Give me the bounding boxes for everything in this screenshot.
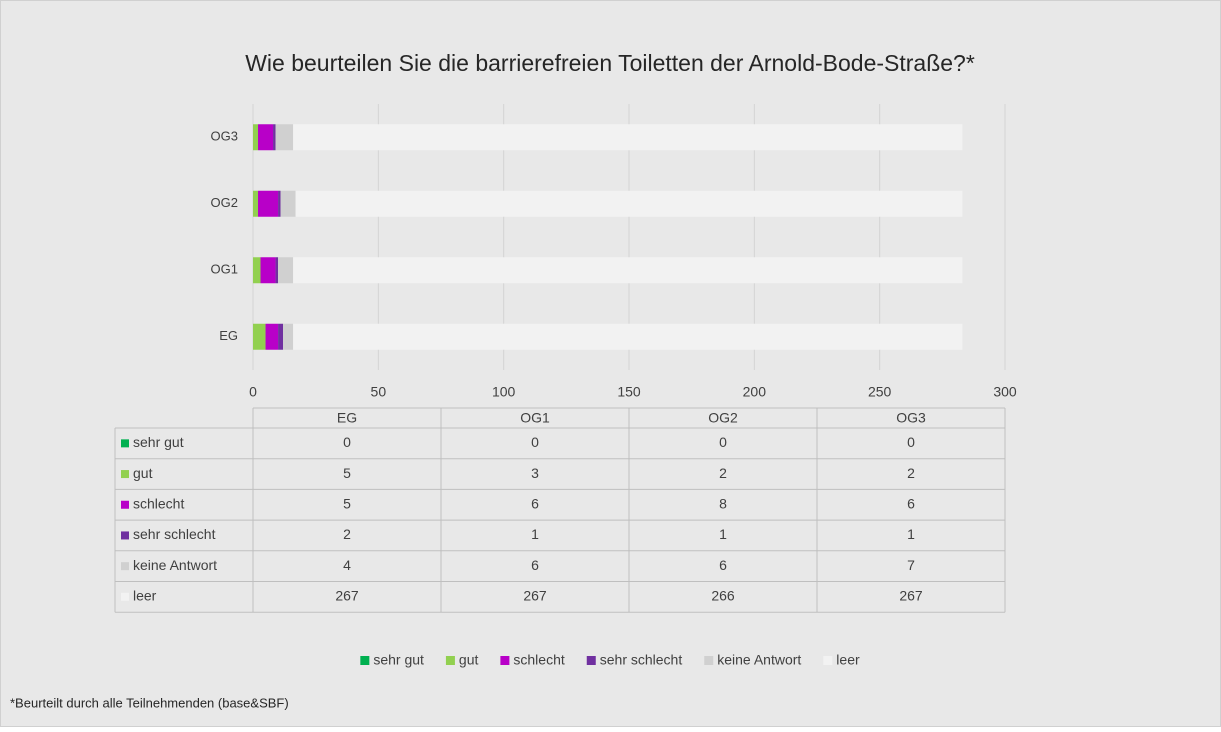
x-tick-label: 300 [993,384,1017,400]
bar-segment [278,190,281,217]
bar-segment [253,257,261,284]
table-cell: 7 [907,557,915,573]
y-tick-label: OG3 [211,129,238,144]
table-cell: 267 [523,588,547,604]
bar-segment [260,257,276,284]
x-tick-label: 200 [743,384,767,400]
bar-segment [293,323,963,350]
table-row-label: leer [133,588,157,604]
table-cell: 1 [531,526,539,542]
table-cell: 0 [719,434,727,450]
table-cell: 0 [531,434,539,450]
x-tick-label: 50 [371,384,387,400]
table-cell: 1 [907,526,915,542]
legend-label: leer [836,652,860,668]
bar-segment [293,124,963,151]
bar-segment [275,124,294,151]
legend-label: sehr schlecht [600,652,683,668]
table-cell: 3 [531,465,539,481]
y-tick-label: OG1 [211,262,238,277]
table-cell: 1 [719,526,727,542]
bar-segment [253,124,259,151]
legend-label: sehr gut [373,652,424,668]
table-cell: 6 [531,557,539,573]
legend-swatch [586,656,596,665]
table-row-label: sehr schlecht [133,526,216,542]
table-swatch [121,500,129,509]
table-header: OG1 [520,410,550,426]
legend-label: schlecht [513,652,564,668]
table-cell: 267 [899,588,923,604]
table-swatch [121,531,129,540]
bar-segment [283,323,294,350]
table-swatch [121,592,129,601]
bar-segment [295,190,963,217]
table-cell: 266 [711,588,735,604]
y-tick-label: OG2 [211,195,238,210]
bar-segment [278,323,284,350]
table-cell: 2 [907,465,915,481]
x-tick-label: 100 [492,384,516,400]
bar-segment [265,323,279,350]
y-tick-label: EG [219,328,238,343]
table-row-label: schlecht [133,495,184,511]
table-cell: 2 [343,526,351,542]
table-swatch [121,439,129,448]
legend-swatch [704,656,714,665]
table-cell: 0 [907,434,915,450]
table-cell: 5 [343,495,351,511]
bar-segment [280,190,296,217]
table-cell: 6 [719,557,727,573]
legend-swatch [360,656,370,665]
bar-segment [275,257,279,284]
chart-title: Wie beurteilen Sie die barrierefreien To… [245,50,975,76]
table-swatch [121,470,129,479]
legend-label: keine Antwort [717,652,801,668]
table-header: EG [337,410,357,426]
table-header: OG3 [896,410,926,426]
bar-segment [258,190,279,217]
table-swatch [121,562,129,571]
x-tick-label: 250 [868,384,892,400]
table-cell: 5 [343,465,351,481]
bar-segment [273,124,276,151]
table-cell: 267 [335,588,359,604]
bar-segment [258,124,274,151]
table-row-label: sehr gut [133,434,184,450]
x-tick-label: 0 [249,384,257,400]
table-cell: 6 [907,495,915,511]
table-cell: 4 [343,557,351,573]
bar-segment [253,323,266,350]
footnote: *Beurteilt durch alle Teilnehmenden (bas… [10,695,289,710]
legend-swatch [823,656,833,665]
legend-label: gut [459,652,479,668]
x-tick-label: 150 [617,384,641,400]
legend-swatch [500,656,510,665]
bar-segment [278,257,294,284]
bar-segment [293,257,963,284]
table-header: OG2 [708,410,738,426]
table-row-label: keine Antwort [133,557,217,573]
legend-swatch [445,656,455,665]
bar-segment [253,190,259,217]
table-cell: 2 [719,465,727,481]
table-cell: 0 [343,434,351,450]
table-row-label: gut [133,465,153,481]
table-cell: 8 [719,495,727,511]
table-cell: 6 [531,495,539,511]
